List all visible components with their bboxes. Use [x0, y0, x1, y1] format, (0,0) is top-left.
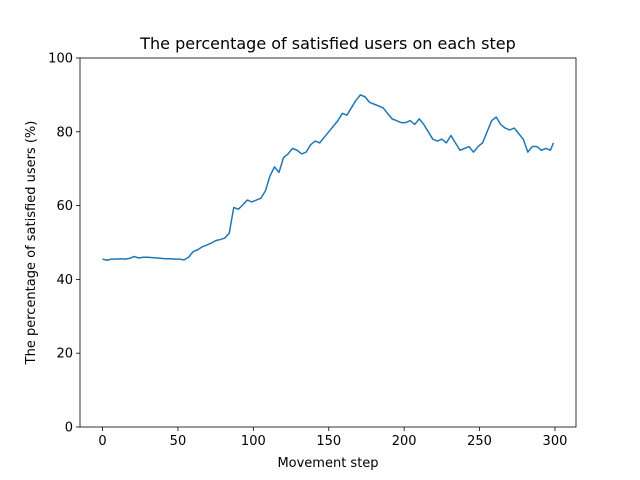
x-tick-label: 250 — [467, 434, 492, 449]
y-tick-label: 80 — [56, 125, 73, 140]
y-tick-label: 40 — [56, 273, 73, 288]
y-tick-label: 0 — [65, 421, 73, 436]
x-tick-label: 100 — [241, 434, 266, 449]
x-tick-label: 200 — [392, 434, 417, 449]
y-axis-label: The percentage of satisfied users (%) — [24, 121, 39, 366]
x-tick-label: 150 — [316, 434, 341, 449]
plot-frame — [79, 57, 577, 428]
y-tick-label: 20 — [56, 347, 73, 362]
data-line — [102, 94, 555, 261]
x-tick-label: 50 — [170, 434, 187, 449]
y-tick-label: 60 — [56, 199, 73, 214]
chart-title: The percentage of satisfied users on eac… — [139, 34, 516, 53]
x-axis-label: Movement step — [277, 456, 378, 471]
x-tick-label: 0 — [98, 434, 106, 449]
y-tick-label: 100 — [48, 52, 73, 67]
x-tick-label: 300 — [543, 434, 568, 449]
